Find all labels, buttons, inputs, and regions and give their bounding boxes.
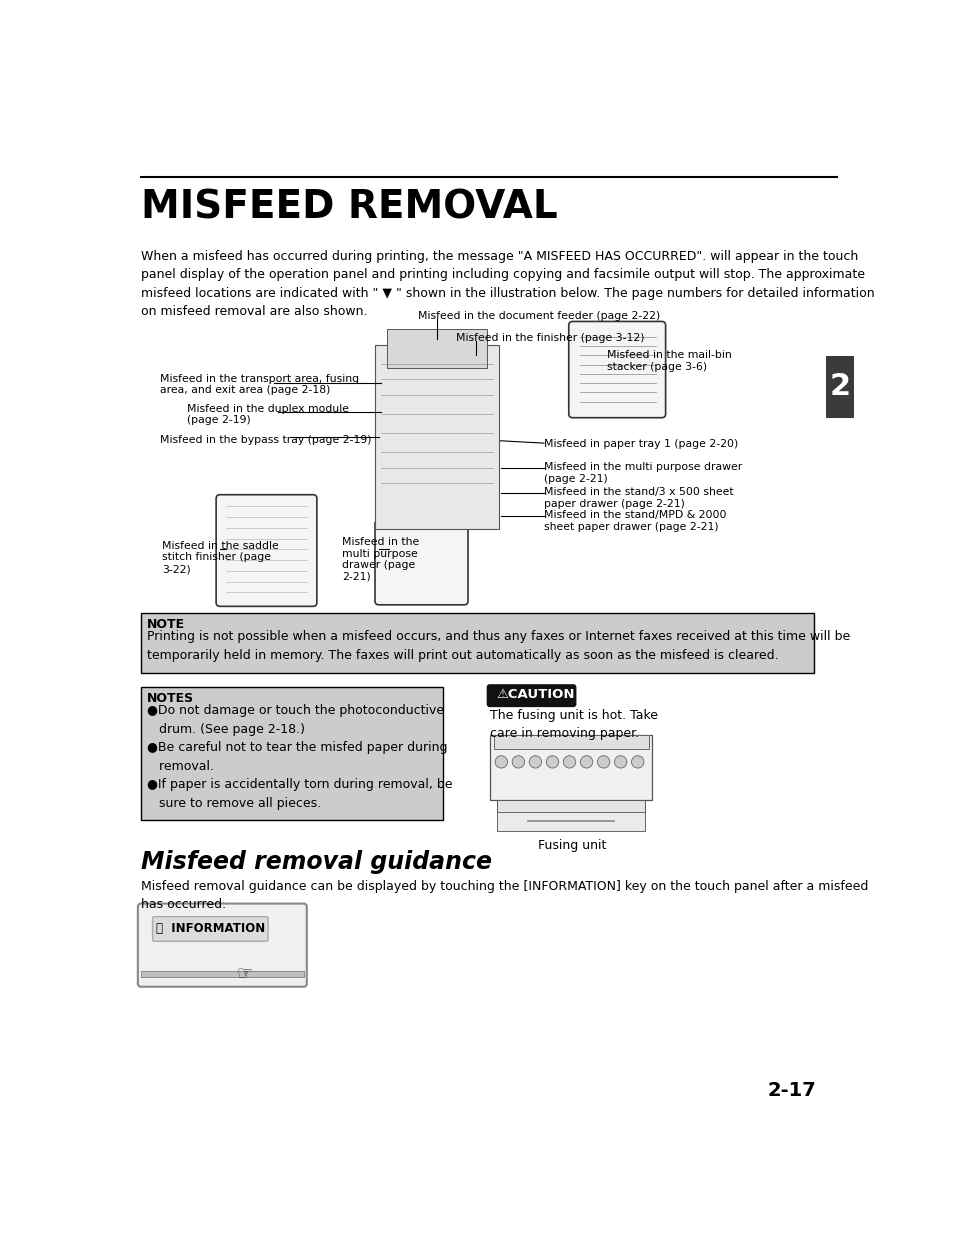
Text: Misfeed in the mail-bin
stacker (page 3-6): Misfeed in the mail-bin stacker (page 3-…: [607, 350, 732, 372]
Circle shape: [597, 756, 609, 768]
FancyBboxPatch shape: [137, 904, 307, 987]
Text: Fusing unit: Fusing unit: [537, 839, 605, 852]
Bar: [489, 735, 652, 800]
Bar: [375, 345, 498, 530]
Bar: [497, 800, 644, 813]
Text: Misfeed in the multi purpose drawer
(page 2-21): Misfeed in the multi purpose drawer (pag…: [543, 462, 741, 484]
Text: The fusing unit is hot. Take
care in removing paper.: The fusing unit is hot. Take care in rem…: [489, 709, 657, 740]
FancyBboxPatch shape: [152, 916, 268, 941]
Bar: [497, 811, 644, 831]
Text: Misfeed in the
multi purpose
drawer (page
2-21): Misfeed in the multi purpose drawer (pag…: [342, 537, 419, 582]
Text: Misfeed removal guidance: Misfeed removal guidance: [141, 851, 492, 874]
Circle shape: [546, 756, 558, 768]
Text: ⓘ  INFORMATION: ⓘ INFORMATION: [156, 923, 265, 935]
Bar: [825, 356, 853, 417]
Text: Misfeed in the stand/3 x 500 sheet
paper drawer (page 2-21): Misfeed in the stand/3 x 500 sheet paper…: [543, 487, 733, 509]
FancyBboxPatch shape: [375, 520, 468, 605]
Text: NOTES: NOTES: [147, 692, 194, 705]
Text: Misfeed in the finisher (page 3-12): Misfeed in the finisher (page 3-12): [456, 333, 644, 343]
Text: NOTE: NOTE: [147, 618, 185, 631]
Circle shape: [614, 756, 626, 768]
Bar: [141, 971, 303, 977]
Text: 2: 2: [828, 373, 850, 401]
Circle shape: [495, 756, 507, 768]
Circle shape: [579, 756, 592, 768]
Text: Printing is not possible when a misfeed occurs, and thus any faxes or Internet f: Printing is not possible when a misfeed …: [147, 630, 849, 662]
Text: ☞: ☞: [236, 965, 253, 982]
Text: 2-17: 2-17: [767, 1082, 816, 1100]
Text: ⚠CAUTION: ⚠CAUTION: [496, 688, 574, 701]
Bar: [386, 330, 487, 368]
Text: Misfeed in the saddle
stitch finisher (page
3-22): Misfeed in the saddle stitch finisher (p…: [162, 541, 278, 574]
Bar: [141, 687, 443, 820]
Text: MISFEED REMOVAL: MISFEED REMOVAL: [141, 188, 558, 226]
Text: Misfeed in the transport area, fusing
area, and exit area (page 2-18): Misfeed in the transport area, fusing ar…: [160, 374, 359, 395]
Text: Misfeed in the stand/MPD & 2000
sheet paper drawer (page 2-21): Misfeed in the stand/MPD & 2000 sheet pa…: [543, 510, 725, 532]
Text: Misfeed in the bypass tray (page 2-19): Misfeed in the bypass tray (page 2-19): [160, 435, 372, 445]
Circle shape: [562, 756, 575, 768]
Text: ●Do not damage or touch the photoconductive
   drum. (See page 2-18.)
●Be carefu: ●Do not damage or touch the photoconduct…: [147, 704, 452, 810]
Circle shape: [529, 756, 541, 768]
Text: Misfeed in the duplex module
(page 2-19): Misfeed in the duplex module (page 2-19): [187, 404, 349, 425]
Text: Misfeed in the document feeder (page 2-22): Misfeed in the document feeder (page 2-2…: [417, 311, 659, 321]
Text: When a misfeed has occurred during printing, the message "A MISFEED HAS OCCURRED: When a misfeed has occurred during print…: [141, 249, 874, 319]
Circle shape: [512, 756, 524, 768]
Bar: [141, 614, 813, 673]
FancyBboxPatch shape: [216, 495, 316, 606]
Text: Misfeed removal guidance can be displayed by touching the [INFORMATION] key on t: Misfeed removal guidance can be displaye…: [141, 879, 867, 911]
Circle shape: [631, 756, 643, 768]
Text: Misfeed in paper tray 1 (page 2-20): Misfeed in paper tray 1 (page 2-20): [543, 440, 738, 450]
Bar: [493, 735, 648, 748]
FancyBboxPatch shape: [568, 321, 665, 417]
FancyBboxPatch shape: [487, 685, 575, 706]
